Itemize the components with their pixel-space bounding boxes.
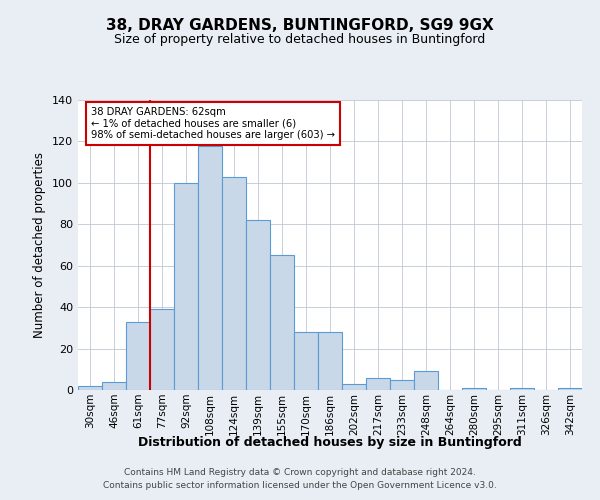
Bar xyxy=(174,183,198,390)
Bar xyxy=(462,388,486,390)
Bar xyxy=(366,378,390,390)
Bar xyxy=(342,384,366,390)
Bar xyxy=(198,146,222,390)
Bar xyxy=(126,322,150,390)
Text: 38 DRAY GARDENS: 62sqm
← 1% of detached houses are smaller (6)
98% of semi-detac: 38 DRAY GARDENS: 62sqm ← 1% of detached … xyxy=(91,108,335,140)
Text: Contains public sector information licensed under the Open Government Licence v3: Contains public sector information licen… xyxy=(103,482,497,490)
Bar xyxy=(150,309,174,390)
Bar xyxy=(414,372,438,390)
Bar xyxy=(78,386,102,390)
Bar xyxy=(558,388,582,390)
Bar xyxy=(390,380,414,390)
Text: Distribution of detached houses by size in Buntingford: Distribution of detached houses by size … xyxy=(138,436,522,449)
Bar xyxy=(294,332,318,390)
Bar xyxy=(102,382,126,390)
Bar xyxy=(246,220,270,390)
Bar xyxy=(510,388,534,390)
Bar xyxy=(270,256,294,390)
Bar xyxy=(222,176,246,390)
Y-axis label: Number of detached properties: Number of detached properties xyxy=(34,152,46,338)
Text: 38, DRAY GARDENS, BUNTINGFORD, SG9 9GX: 38, DRAY GARDENS, BUNTINGFORD, SG9 9GX xyxy=(106,18,494,32)
Bar xyxy=(318,332,342,390)
Text: Size of property relative to detached houses in Buntingford: Size of property relative to detached ho… xyxy=(115,32,485,46)
Text: Contains HM Land Registry data © Crown copyright and database right 2024.: Contains HM Land Registry data © Crown c… xyxy=(124,468,476,477)
